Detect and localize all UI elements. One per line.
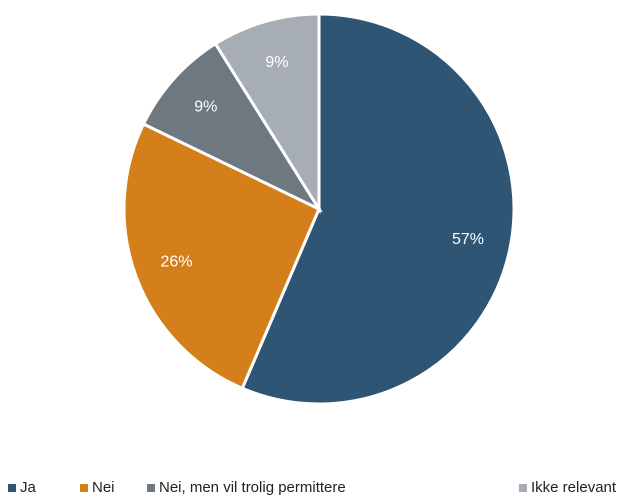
value-label: 9% (194, 99, 217, 116)
legend-swatch (80, 484, 88, 492)
pie-slice (213, 12, 321, 215)
value-label: 57% (452, 231, 484, 248)
value-label: 26% (161, 253, 193, 270)
legend-label: Nei (92, 479, 115, 496)
pie-slice (141, 41, 324, 213)
pie-slice (122, 121, 321, 391)
legend-label: Nei, men vil trolig permittere (159, 479, 346, 496)
value-label: 9% (265, 54, 288, 71)
legend-label: Ikke relevant (531, 479, 617, 496)
legend-swatch (8, 484, 16, 492)
legend-label: Ja (20, 479, 37, 496)
legend-swatch (147, 484, 155, 492)
legend-swatch (519, 484, 527, 492)
pie-slice (240, 12, 516, 406)
